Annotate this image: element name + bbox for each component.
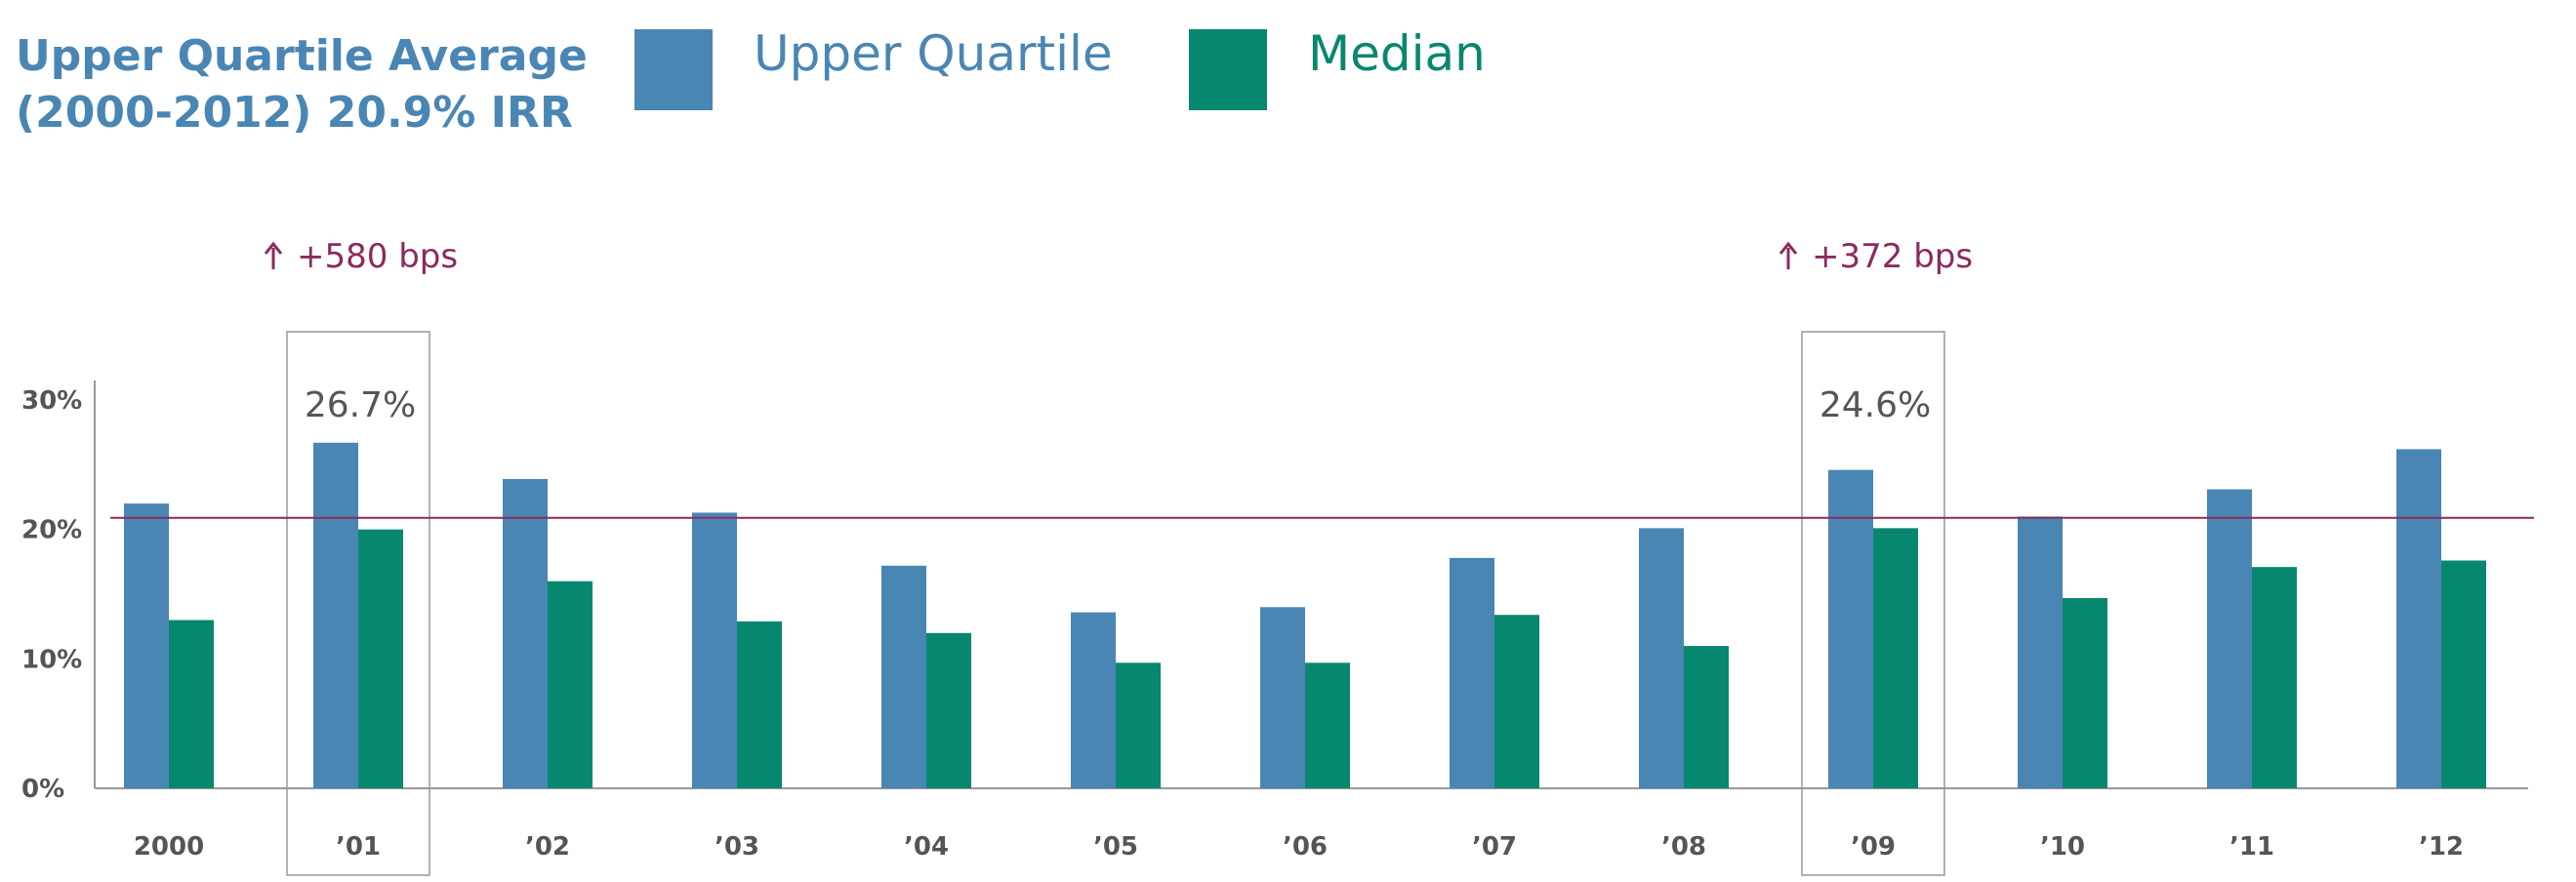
x-tick-label: ’11 bbox=[2229, 832, 2274, 862]
bar-median bbox=[1684, 646, 1729, 788]
x-tick-label: ’04 bbox=[904, 832, 949, 862]
bar-upper-quartile bbox=[881, 565, 926, 788]
bar-upper-quartile bbox=[1260, 607, 1305, 788]
legend-label-median: Median bbox=[1308, 25, 1486, 82]
bar-upper-quartile bbox=[503, 478, 548, 788]
x-tick-label: ’12 bbox=[2419, 832, 2464, 862]
bar-median bbox=[1873, 528, 1918, 788]
bar-upper-quartile bbox=[1639, 528, 1684, 788]
bar-upper-quartile bbox=[2396, 449, 2441, 788]
x-tick-label: ’08 bbox=[1661, 832, 1706, 862]
callout-label: +372 bps bbox=[1812, 237, 1973, 276]
bar-upper-quartile bbox=[2207, 489, 2252, 788]
x-tick-label: 2000 bbox=[134, 832, 204, 862]
highlight-data-label: 26.7% bbox=[305, 385, 416, 425]
chart-title-line-1: Upper Quartile Average bbox=[16, 31, 588, 81]
x-tick-label: ’07 bbox=[1472, 832, 1517, 862]
bar-upper-quartile bbox=[124, 503, 169, 788]
callout-arrow-head-icon bbox=[1779, 241, 1798, 255]
bar-median bbox=[2063, 597, 2107, 788]
x-tick-label: ’03 bbox=[715, 832, 759, 862]
legend-swatch-upper-quartile bbox=[634, 29, 713, 110]
y-tick-label: 10% bbox=[21, 645, 82, 674]
y-tick-label: 30% bbox=[21, 386, 82, 416]
y-tick-label: 20% bbox=[21, 516, 82, 545]
highlight-box bbox=[286, 331, 430, 876]
callout-arrow-head-icon bbox=[264, 241, 283, 255]
legend-label-upper-quartile: Upper Quartile bbox=[754, 25, 1113, 82]
highlight-box bbox=[1801, 331, 1945, 876]
bar-upper-quartile bbox=[692, 512, 737, 788]
bar-upper-quartile bbox=[313, 442, 358, 788]
y-tick-label: 0% bbox=[21, 775, 64, 804]
legend: Upper Quartile Median bbox=[634, 25, 1486, 110]
x-tick-label: ’06 bbox=[1283, 832, 1328, 862]
chart-title-line-2: (2000-2012) 20.9% IRR bbox=[16, 88, 573, 138]
bar-upper-quartile bbox=[1071, 612, 1116, 788]
bar-median bbox=[358, 529, 403, 788]
bar-median bbox=[2252, 567, 2297, 788]
bar-median bbox=[548, 581, 593, 788]
x-tick-label: ’09 bbox=[1851, 832, 1896, 862]
bar-median bbox=[2441, 560, 2486, 788]
bar-median bbox=[1494, 615, 1539, 788]
highlight-data-label: 24.6% bbox=[1820, 385, 1931, 425]
legend-swatch-median bbox=[1189, 29, 1267, 110]
bar-upper-quartile bbox=[1828, 469, 1873, 788]
callout-label: +580 bps bbox=[297, 237, 458, 276]
x-tick-label: ’02 bbox=[525, 832, 570, 862]
x-tick-label: ’10 bbox=[2040, 832, 2085, 862]
bar-upper-quartile bbox=[1450, 557, 1494, 788]
plot-area: 0% 10% 20% 30% 2000 ’01 ’02 ’03 ’04 ’05 ’06 ’07 ’08 ’… bbox=[21, 237, 2534, 876]
x-tick-label: ’05 bbox=[1093, 832, 1138, 862]
bar-median bbox=[926, 632, 971, 788]
bar-median bbox=[1116, 662, 1161, 788]
bar-median bbox=[737, 621, 782, 788]
bar-median bbox=[169, 620, 214, 788]
x-tick-label: ’01 bbox=[336, 832, 381, 862]
bar-median bbox=[1305, 662, 1350, 788]
bar-upper-quartile bbox=[2018, 516, 2063, 788]
